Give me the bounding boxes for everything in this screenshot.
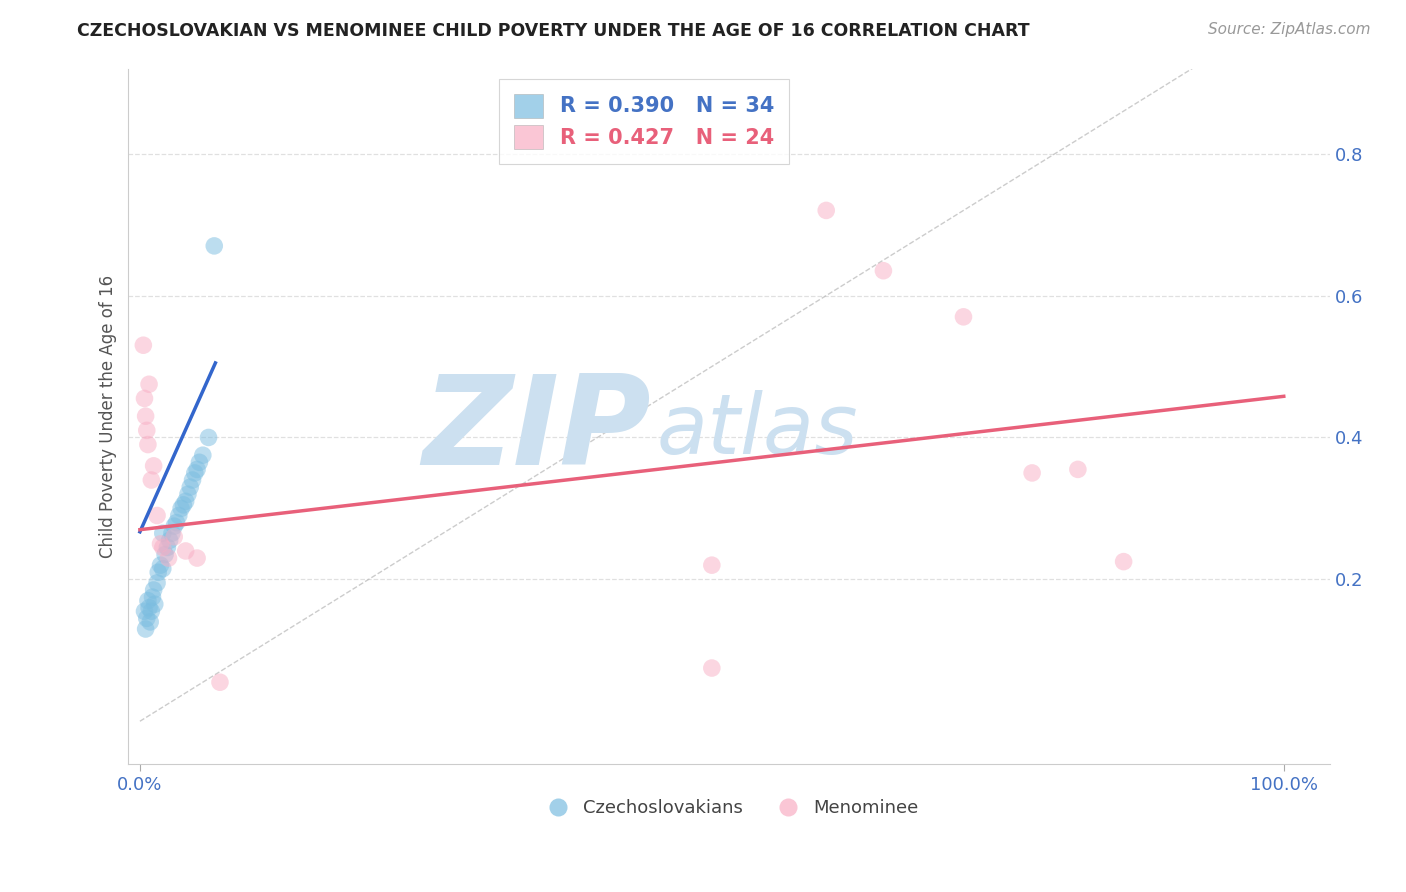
Point [179,480,201,494]
Point [152,526,174,541]
Point [135,409,157,424]
Point [1112,555,1135,569]
Point [174,494,197,508]
Point [163,519,186,533]
Point [153,548,176,562]
Point [136,593,159,607]
Point [163,530,186,544]
Point [197,430,219,444]
Point [186,462,208,476]
Point [141,590,163,604]
Point [141,604,163,618]
Point [138,377,160,392]
Point [134,392,156,406]
Point [700,558,723,573]
Point [146,575,169,590]
Point [138,600,160,615]
Point [170,501,193,516]
Point [1021,466,1043,480]
Point [149,558,172,573]
Point [202,239,225,253]
Point [139,615,162,629]
Point [143,597,166,611]
Point [132,338,155,352]
Text: CZECHOSLOVAKIAN VS MENOMINEE CHILD POVERTY UNDER THE AGE OF 16 CORRELATION CHART: CZECHOSLOVAKIAN VS MENOMINEE CHILD POVER… [77,22,1031,40]
Point [172,498,194,512]
Point [815,203,838,218]
Point [149,537,172,551]
Point [142,582,165,597]
Point [952,310,974,324]
Point [166,516,188,530]
Legend: Czechoslovakians, Menominee: Czechoslovakians, Menominee [533,792,925,824]
Point [177,487,200,501]
Point [184,466,207,480]
Text: atlas: atlas [657,390,859,471]
Point [174,544,197,558]
Point [181,473,204,487]
Point [186,551,208,566]
Point [159,533,181,548]
Point [156,541,179,555]
Point [1067,462,1090,476]
Text: Source: ZipAtlas.com: Source: ZipAtlas.com [1208,22,1371,37]
Text: ZIP: ZIP [422,369,651,491]
Point [135,611,157,625]
Point [142,458,165,473]
Point [188,455,211,469]
Point [152,562,174,576]
Y-axis label: Child Poverty Under the Age of 16: Child Poverty Under the Age of 16 [100,275,117,558]
Point [148,566,170,580]
Point [141,473,163,487]
Point [167,508,190,523]
Point [872,264,894,278]
Point [134,604,156,618]
Point [700,661,723,675]
Point [208,675,231,690]
Point [136,437,159,451]
Point [146,508,169,523]
Point [135,622,157,636]
Point [135,423,157,437]
Point [152,541,174,555]
Point [157,551,180,566]
Point [191,448,214,462]
Point [160,526,183,541]
